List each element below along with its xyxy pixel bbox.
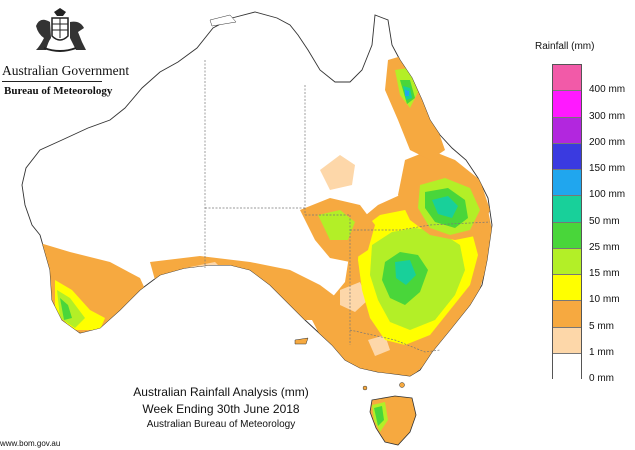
legend-label: 1 mm [589,346,614,358]
king-island [362,385,368,391]
legend-swatch [553,143,581,170]
rain-sw-wa-25mm [60,298,72,320]
legend-label: 10 mm [589,294,620,306]
legend-swatch [553,65,581,92]
flinders-island [399,382,405,388]
legend-label: 5 mm [589,320,614,332]
legend-swatch [553,275,581,302]
rain-se-1mm-patch-a [340,282,368,312]
logo-divider [2,81,102,82]
legend-swatch [553,196,581,223]
melville-island [209,14,237,27]
map-title: Australian Rainfall Analysis (mm) [133,385,309,399]
footer-url: www.bom.gov.au [0,439,61,448]
state-borders [204,60,491,353]
legend-label: 300 mm [589,110,626,122]
legend-colorbar [552,64,582,380]
rain-central-15mm [318,210,355,240]
legend-label: 200 mm [589,136,626,148]
legend-swatch [553,353,581,380]
tasmania-rain-25mm [374,406,384,426]
rain-central-1mm [320,155,355,190]
legend-label: 0 mm [589,373,614,384]
legend-label: 150 mm [589,163,626,174]
legend-label: 25 mm [589,241,620,253]
coat-of-arms-icon [36,8,86,52]
australia-mainland [21,11,493,377]
rain-se-50mm [395,260,416,285]
legend-label: 400 mm [589,84,626,96]
legend-label: 50 mm [589,215,620,227]
legend-swatch [553,248,581,275]
legend-swatch [553,301,581,328]
legend-swatch [553,117,581,144]
legend-swatch [553,222,581,249]
legend-swatch [553,91,581,118]
agency-name: Bureau of Meteorology [4,85,113,97]
rain-se-1mm-patch-b [368,335,390,356]
kangaroo-island [294,337,309,345]
map-credit: Australian Bureau of Meteorology [146,419,296,430]
legend-title: Rainfall (mm) [535,41,595,52]
border-nsw-vic [349,329,441,353]
legend-label: 100 mm [589,189,626,201]
legend-swatch [553,170,581,197]
map-subtitle: Week Ending 30th June 2018 [142,402,300,416]
border-qld-nsw [350,221,491,231]
legend-swatch [553,327,581,354]
government-logo: Australian Government Bureau of Meteorol… [0,8,129,97]
government-name: Australian Government [2,63,130,78]
legend-label: 15 mm [589,268,620,279]
rain-qld-50mm [432,196,458,218]
tasmania [369,395,417,446]
islands [209,14,405,391]
rain-ne-coast-100mm [405,90,409,96]
